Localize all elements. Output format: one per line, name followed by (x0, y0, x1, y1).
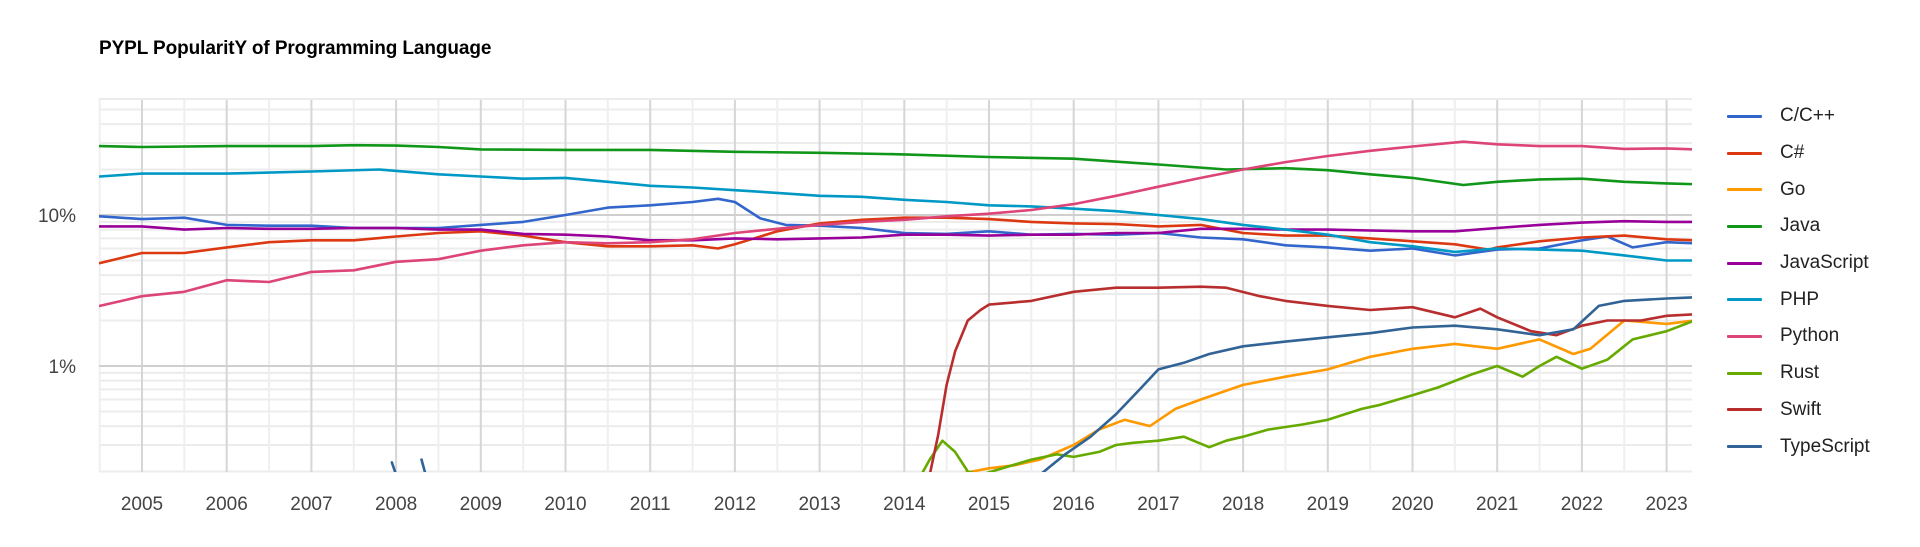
legend-swatch-icon (1727, 445, 1762, 449)
x-tick-label: 2022 (1561, 494, 1603, 515)
x-tick-label: 2015 (968, 494, 1010, 515)
legend-label: Go (1780, 178, 1806, 200)
legend-label: Python (1780, 325, 1840, 347)
legend-swatch-icon (1727, 188, 1762, 192)
x-tick-label: 2006 (206, 494, 248, 515)
x-tick-label: 2005 (121, 494, 163, 515)
legend-swatch-icon (1727, 114, 1762, 118)
x-tick-label: 2017 (1137, 494, 1179, 515)
legend-label: JavaScript (1780, 252, 1869, 274)
x-tick-label: 2019 (1307, 494, 1349, 515)
x-tick-label: 2009 (460, 494, 502, 515)
x-tick-label: 2018 (1222, 494, 1264, 515)
x-tick-label: 2014 (883, 494, 926, 515)
x-tick-label: 2023 (1645, 494, 1687, 515)
legend-swatch-icon (1727, 334, 1762, 338)
line-chart: 10%1% 2005 2006 2007 2008 2009 2010 2011 2012 20… (38, 98, 1695, 515)
series-line-php[interactable] (99, 168, 1695, 262)
legend-swatch-icon (1727, 151, 1762, 155)
grid-lines (98, 98, 1692, 473)
series-line-python[interactable] (99, 140, 1695, 308)
x-tick-label: 2012 (714, 494, 756, 515)
legend-label: Swift (1780, 398, 1822, 420)
legend-label: Java (1780, 215, 1821, 237)
x-tick-label: 2016 (1053, 494, 1095, 515)
y-tick-label: 1% (49, 357, 77, 378)
legend-swatch-icon (1727, 224, 1762, 228)
legend-item-php[interactable]: PHP (1727, 281, 1870, 318)
legend-swatch-icon (1727, 408, 1762, 412)
legend-item-rust[interactable]: Rust (1727, 355, 1870, 392)
y-axis: 10% 1% (38, 206, 76, 378)
legend: C/C++ C# Go Java JavaScript PHP Python Rust Swif… (1727, 98, 1870, 465)
x-tick-label: 2013 (798, 494, 840, 515)
legend-label: Rust (1780, 362, 1820, 384)
legend-item-c-[interactable]: C# (1727, 135, 1870, 172)
series-line-typescript[interactable] (390, 296, 1695, 475)
x-tick-label: 2010 (544, 494, 586, 515)
series-line-go[interactable] (955, 319, 1695, 475)
series-line-javascript[interactable] (99, 219, 1695, 242)
legend-swatch-icon (1727, 298, 1762, 302)
legend-item-swift[interactable]: Swift (1727, 392, 1870, 429)
x-tick-label: 2008 (375, 494, 417, 515)
chart-title: PYPL PopularitY of Programming Language (99, 38, 492, 59)
series-lines (99, 140, 1695, 475)
legend-swatch-icon (1727, 371, 1762, 375)
legend-label: C/C++ (1780, 105, 1835, 127)
series-line-java[interactable] (99, 143, 1695, 187)
legend-item-java[interactable]: Java (1727, 208, 1870, 245)
x-tick-label: 2021 (1476, 494, 1518, 515)
legend-label: C# (1780, 142, 1805, 164)
legend-item-python[interactable]: Python (1727, 318, 1870, 355)
y-tick-label: 10% (38, 206, 76, 227)
series-line-c-[interactable] (99, 216, 1695, 265)
legend-swatch-icon (1727, 261, 1762, 265)
x-tick-label: 2020 (1391, 494, 1433, 515)
x-tick-label: 2007 (290, 494, 332, 515)
legend-item-typescript[interactable]: TypeScript (1727, 428, 1870, 465)
legend-item-c-c-[interactable]: C/C++ (1727, 98, 1870, 135)
legend-label: PHP (1780, 288, 1820, 310)
legend-label: TypeScript (1780, 435, 1870, 457)
series-line-rust[interactable] (921, 320, 1694, 475)
x-axis: 2005 2006 2007 2008 2009 2010 2011 2012 2013 2014… (121, 494, 1688, 515)
x-tick-label: 2011 (630, 494, 671, 515)
legend-item-javascript[interactable]: JavaScript (1727, 245, 1870, 282)
legend-item-go[interactable]: Go (1727, 171, 1870, 208)
